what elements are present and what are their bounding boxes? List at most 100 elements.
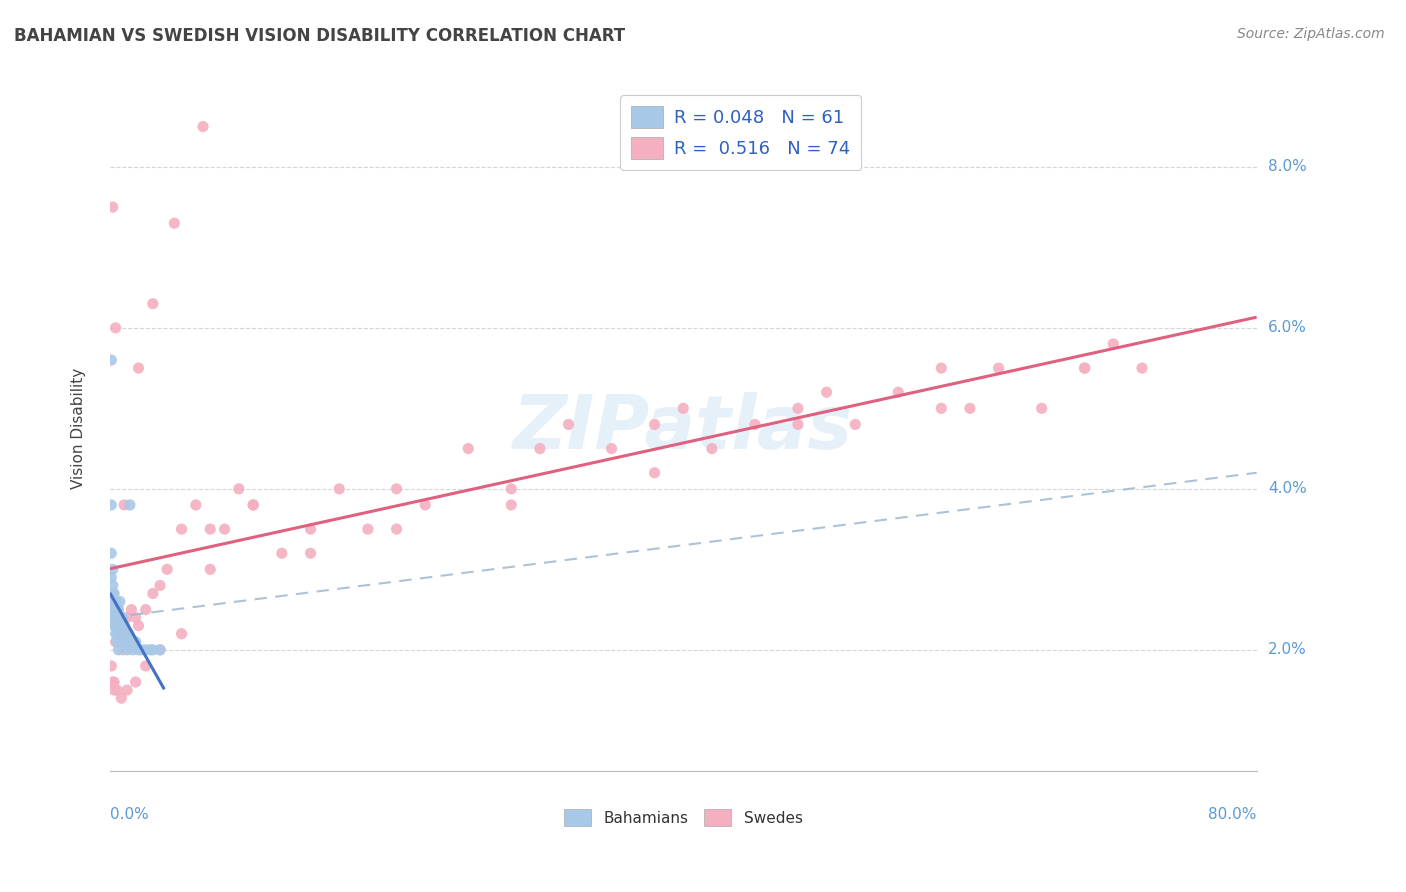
Point: [501, 498, 523, 512]
Point: [103, 683, 125, 698]
Point: [700, 442, 723, 456]
Point: [959, 401, 981, 416]
Point: [385, 482, 408, 496]
Text: 80.0%: 80.0%: [1208, 806, 1257, 822]
Point: [600, 442, 623, 456]
Point: [115, 683, 138, 698]
Point: [104, 626, 127, 640]
Point: [103, 602, 125, 616]
Point: [413, 498, 436, 512]
Point: [110, 618, 132, 632]
Point: [120, 602, 142, 616]
Point: [114, 634, 136, 648]
Point: [242, 498, 264, 512]
Point: [110, 691, 132, 706]
Point: [110, 610, 132, 624]
Point: [101, 602, 124, 616]
Point: [184, 498, 207, 512]
Point: [228, 482, 250, 496]
Point: [105, 610, 128, 624]
Point: [128, 361, 150, 376]
Point: [270, 546, 292, 560]
Point: [198, 522, 221, 536]
Point: [142, 586, 165, 600]
Point: [100, 498, 122, 512]
Point: [107, 602, 129, 616]
Point: [105, 626, 128, 640]
Point: [198, 562, 221, 576]
Point: [501, 482, 523, 496]
Point: [115, 610, 138, 624]
Point: [100, 570, 122, 584]
Point: [110, 626, 132, 640]
Point: [101, 578, 124, 592]
Text: 8.0%: 8.0%: [1268, 160, 1306, 174]
Point: [108, 626, 131, 640]
Point: [815, 385, 838, 400]
Point: [929, 401, 952, 416]
Text: 6.0%: 6.0%: [1268, 320, 1306, 335]
Point: [115, 643, 138, 657]
Point: [104, 321, 127, 335]
Point: [108, 594, 131, 608]
Point: [124, 675, 146, 690]
Point: [987, 361, 1010, 376]
Point: [385, 522, 408, 536]
Point: [111, 643, 134, 657]
Point: [128, 618, 150, 632]
Point: [299, 522, 322, 536]
Point: [104, 618, 127, 632]
Point: [103, 602, 125, 616]
Point: [107, 602, 129, 616]
Point: [112, 634, 135, 648]
Point: [118, 498, 141, 512]
Point: [121, 643, 143, 657]
Point: [299, 546, 322, 560]
Point: [112, 618, 135, 632]
Point: [104, 610, 127, 624]
Point: [103, 594, 125, 608]
Point: [103, 602, 125, 616]
Point: [108, 618, 131, 632]
Text: 0.0%: 0.0%: [110, 806, 149, 822]
Point: [529, 442, 551, 456]
Point: [103, 675, 125, 690]
Point: [844, 417, 866, 432]
Point: [644, 466, 666, 480]
Point: [111, 618, 134, 632]
Point: [120, 634, 142, 648]
Point: [107, 626, 129, 640]
Point: [887, 385, 910, 400]
Point: [103, 618, 125, 632]
Text: 4.0%: 4.0%: [1268, 482, 1306, 496]
Point: [107, 610, 129, 624]
Point: [124, 634, 146, 648]
Point: [1031, 401, 1053, 416]
Point: [242, 498, 264, 512]
Point: [104, 610, 127, 624]
Point: [105, 634, 128, 648]
Point: [101, 675, 124, 690]
Legend: Bahamians, Swedes: Bahamians, Swedes: [558, 804, 808, 832]
Point: [191, 120, 214, 134]
Point: [128, 643, 150, 657]
Point: [101, 602, 124, 616]
Point: [170, 626, 193, 640]
Point: [744, 417, 766, 432]
Point: [672, 401, 695, 416]
Text: BAHAMIAN VS SWEDISH VISION DISABILITY CORRELATION CHART: BAHAMIAN VS SWEDISH VISION DISABILITY CO…: [14, 27, 626, 45]
Point: [108, 618, 131, 632]
Point: [117, 626, 139, 640]
Point: [149, 643, 172, 657]
Point: [557, 417, 579, 432]
Point: [142, 643, 165, 657]
Point: [644, 417, 666, 432]
Point: [100, 353, 122, 368]
Point: [100, 659, 122, 673]
Text: 2.0%: 2.0%: [1268, 642, 1306, 657]
Point: [1073, 361, 1095, 376]
Point: [131, 643, 153, 657]
Point: [104, 634, 127, 648]
Point: [149, 643, 172, 657]
Point: [112, 498, 135, 512]
